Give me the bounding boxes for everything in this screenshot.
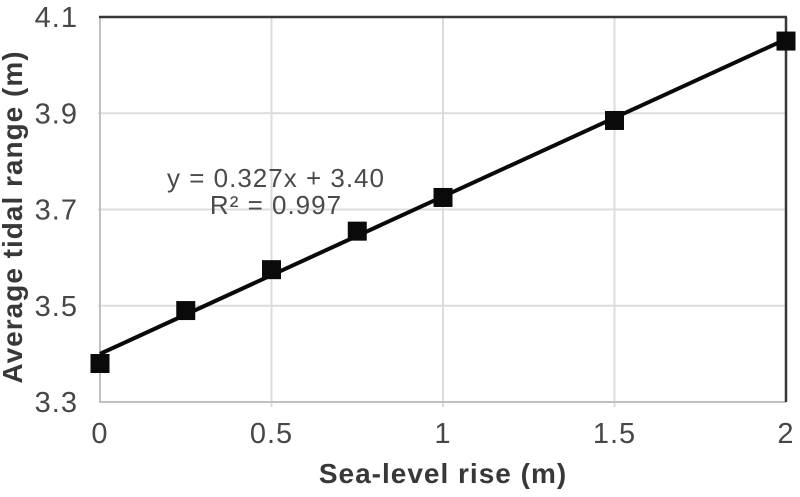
x-tick-labels: 0 0.5 1 1.5 2 bbox=[91, 418, 794, 450]
y-axis-title: Average tidal range (m) bbox=[0, 50, 28, 383]
trendline-equation-label: y = 0.327x + 3.40 bbox=[167, 163, 385, 193]
x-tick-label-2: 2 bbox=[777, 418, 794, 450]
data-point-2 bbox=[262, 260, 281, 280]
x-tick-label-1.5: 1.5 bbox=[593, 418, 636, 450]
data-point-0 bbox=[90, 354, 110, 373]
gridlines bbox=[98, 17, 786, 407]
x-tick-label-1: 1 bbox=[434, 418, 451, 450]
x-tick-label-0: 0 bbox=[91, 418, 108, 450]
data-point-4 bbox=[433, 187, 453, 207]
y-tick-label-3.3: 3.3 bbox=[35, 387, 78, 419]
y-tick-label-3.7: 3.7 bbox=[35, 195, 78, 227]
data-points bbox=[90, 31, 796, 373]
data-point-1 bbox=[176, 301, 196, 321]
axes bbox=[99, 15, 788, 403]
y-tick-label-3.9: 3.9 bbox=[35, 98, 78, 130]
y-tick-label-3.5: 3.5 bbox=[35, 291, 78, 323]
x-axis-title: Sea-level rise (m) bbox=[319, 458, 567, 489]
data-point-5 bbox=[605, 110, 624, 130]
y-tick-label-4.1: 4.1 bbox=[35, 2, 78, 34]
y-tick-labels: 3.3 3.5 3.7 3.9 4.1 bbox=[35, 2, 78, 419]
x-tick-label-0.5: 0.5 bbox=[250, 418, 293, 450]
trendline-r-squared-label: R² = 0.997 bbox=[210, 190, 342, 220]
data-point-6 bbox=[776, 31, 796, 51]
data-point-3 bbox=[347, 221, 367, 241]
